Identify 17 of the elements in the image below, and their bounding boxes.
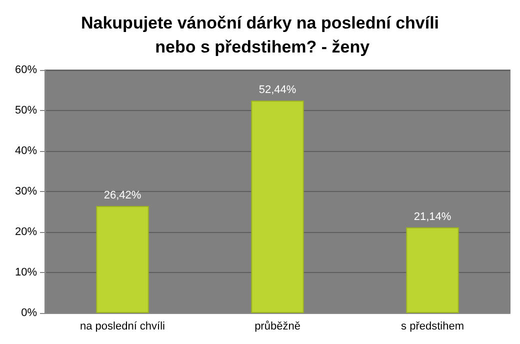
bar: [251, 100, 304, 313]
y-tick-label: 20%: [14, 226, 38, 238]
y-tick-label: 0%: [21, 307, 38, 319]
bar: [406, 227, 459, 313]
y-tick-label: 50%: [14, 104, 38, 116]
y-tick-label: 10%: [14, 266, 38, 278]
y-tick-label: 40%: [14, 145, 38, 157]
data-label: 52,44%: [258, 84, 296, 96]
x-tick-label: průběžně: [254, 320, 300, 332]
y-tick-label: 60%: [14, 64, 38, 76]
chart-title: Nakupujete vánoční dárky na poslední chvíli nebo s předstihem? - ženy: [80, 14, 440, 56]
x-tick-label: s předstihem: [401, 320, 464, 332]
data-label: 26,42%: [104, 190, 142, 202]
y-tick-label: 30%: [14, 186, 38, 198]
x-tick-label: na poslední chvíli: [80, 320, 165, 332]
data-label: 21,14%: [414, 210, 452, 223]
bar: [96, 206, 149, 313]
